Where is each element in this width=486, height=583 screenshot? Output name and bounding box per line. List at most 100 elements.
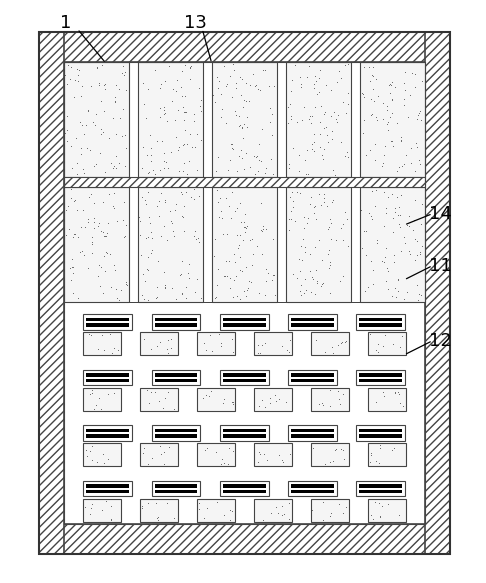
Point <box>64 136 71 146</box>
Point <box>180 108 188 117</box>
Point <box>326 385 333 395</box>
Point <box>143 385 151 395</box>
Point <box>246 163 254 172</box>
Point <box>382 276 390 286</box>
Point <box>267 508 275 518</box>
Point <box>400 232 408 241</box>
Point <box>90 214 98 223</box>
Point <box>223 271 231 280</box>
Point <box>118 68 126 78</box>
Point <box>340 455 347 464</box>
Point <box>297 80 305 89</box>
Point <box>217 341 225 350</box>
Point <box>120 232 128 241</box>
Point <box>166 206 174 216</box>
Point <box>64 201 71 210</box>
Bar <box>291 484 334 488</box>
Point <box>310 79 318 88</box>
Point <box>379 158 386 167</box>
Point <box>193 129 201 139</box>
Point <box>238 124 246 133</box>
Point <box>87 233 95 242</box>
Point <box>109 164 117 173</box>
Point <box>303 145 311 154</box>
Point <box>245 97 253 106</box>
Point <box>97 125 105 134</box>
Point <box>235 121 243 131</box>
Point <box>312 214 320 223</box>
Point <box>229 447 237 456</box>
Point <box>324 249 331 258</box>
Point <box>342 151 349 160</box>
Bar <box>83 498 121 522</box>
Point <box>269 170 277 179</box>
Point <box>211 97 219 106</box>
Point <box>104 389 112 399</box>
Point <box>389 213 397 223</box>
Point <box>244 283 252 293</box>
Bar <box>220 426 269 441</box>
Point <box>240 134 247 143</box>
Point <box>180 115 188 124</box>
Point <box>85 330 92 339</box>
Bar <box>140 332 178 356</box>
Point <box>393 166 400 175</box>
Point <box>69 288 76 297</box>
Point <box>175 166 183 175</box>
Point <box>160 157 168 166</box>
Point <box>303 218 311 227</box>
Point <box>104 189 112 198</box>
Point <box>369 265 377 275</box>
Point <box>225 201 232 210</box>
Point <box>194 233 202 243</box>
Point <box>159 403 167 413</box>
Point <box>148 227 156 236</box>
Point <box>183 139 191 149</box>
Point <box>379 161 386 171</box>
Point <box>293 187 301 196</box>
Point <box>239 103 247 112</box>
Point <box>269 234 277 244</box>
Point <box>288 187 295 196</box>
Point <box>230 250 238 259</box>
Point <box>84 106 92 115</box>
Point <box>214 83 222 93</box>
Bar <box>367 498 405 522</box>
Point <box>218 89 226 99</box>
Point <box>200 513 208 522</box>
Point <box>342 60 349 69</box>
Text: 1: 1 <box>60 14 71 32</box>
Point <box>203 345 210 354</box>
Point <box>339 220 347 229</box>
Point <box>196 101 204 110</box>
Point <box>372 185 380 195</box>
Point <box>145 399 153 408</box>
Point <box>144 85 152 94</box>
Point <box>295 150 303 160</box>
Point <box>157 79 165 89</box>
Point <box>161 197 169 206</box>
Point <box>382 209 390 218</box>
Point <box>73 169 81 178</box>
Point <box>139 270 146 279</box>
Bar <box>288 314 337 330</box>
Bar <box>83 388 121 411</box>
Point <box>87 331 95 340</box>
Point <box>270 270 278 279</box>
Point <box>266 393 274 402</box>
Point <box>236 231 244 240</box>
Point <box>358 89 365 98</box>
Point <box>417 115 425 125</box>
Point <box>157 231 165 240</box>
Point <box>255 448 262 457</box>
Bar <box>155 490 197 493</box>
Point <box>394 387 401 396</box>
Point <box>148 245 156 255</box>
Point <box>388 95 396 104</box>
Point <box>256 449 264 459</box>
Point <box>306 266 313 276</box>
Point <box>67 275 74 285</box>
Point <box>391 283 399 293</box>
Point <box>217 459 225 469</box>
Point <box>368 187 376 196</box>
